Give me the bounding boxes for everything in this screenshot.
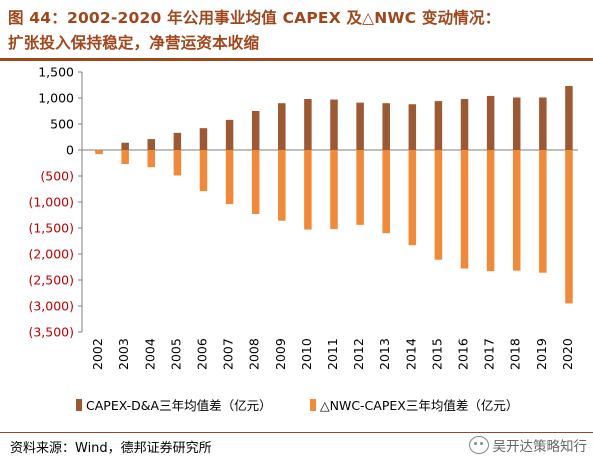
legend-item-capex: CAPEX-D&A三年均值差（亿元） [76,395,272,414]
bar-capex [539,97,547,150]
bar-nwc [512,150,521,271]
bar-nwc [434,150,443,260]
bar-nwc [199,150,208,192]
legend-swatch-nwc [310,398,316,411]
figure-title-line2: 扩张投入保持稳定，净营运资本收缩 [8,34,260,52]
y-tick-label: (500) [40,169,74,184]
bar-capex [173,132,182,150]
footer-divider [0,432,593,433]
y-tick-label: 1,000 [38,91,74,106]
y-tick-label: 1,500 [38,65,74,80]
y-tick-label: (3,500) [28,325,74,340]
x-tick-label: 2003 [116,338,131,370]
bar-capex [330,99,338,150]
x-tick-label: 2020 [560,338,575,370]
x-tick-label: 2006 [194,338,209,370]
y-tick-label: (2,000) [28,247,74,262]
legend-swatch-capex [76,398,82,411]
bar-nwc [382,150,390,234]
chart-legend: CAPEX-D&A三年均值差（亿元） △NWC-CAPEX三年均值差（亿元） [72,395,542,415]
figure-title-bar: 图 44：2002-2020 年公用事业均值 CAPEX 及△NWC 变动情况：… [0,0,593,61]
y-tick-label: 500 [50,117,74,132]
y-tick-label: (3,000) [28,299,74,314]
bar-capex [278,103,286,150]
bar-nwc [408,150,417,246]
bar-nwc [121,150,129,165]
watermark-text: 吴开达策略知行 [492,439,588,455]
x-tick-label: 2017 [482,338,497,370]
bar-capex [356,102,364,150]
source-note: 资料来源：Wind，德邦证券研究所 [10,441,212,456]
x-tick-label: 2002 [90,338,105,370]
x-tick-label: 2019 [534,338,549,370]
bar-capex [408,104,417,150]
x-tick-label: 2016 [456,338,471,370]
x-tick-label: 2012 [351,338,366,370]
x-tick-label: 2005 [168,338,183,370]
x-tick-label: 2014 [403,338,418,370]
bar-capex [304,99,312,150]
bar-nwc [486,150,495,272]
x-tick-label: 2013 [377,338,392,370]
bar-capex [121,142,129,150]
x-tick-label: 2011 [325,338,340,370]
bar-nwc [304,150,312,230]
bar-nwc [225,150,234,205]
y-tick-label: (1,500) [28,221,74,236]
x-tick-label: 2008 [247,338,262,370]
bar-nwc [539,150,547,273]
bar-nwc [147,150,156,168]
bar-nwc [330,150,338,230]
x-tick-label: 2010 [299,338,314,370]
x-tick-label: 2007 [221,338,236,370]
x-tick-label: 2004 [142,338,157,370]
y-tick-label: (2,500) [28,273,74,288]
bar-capex [460,99,469,150]
bar-capex [434,101,443,150]
bar-capex [512,97,521,150]
legend-item-nwc: △NWC-CAPEX三年均值差（亿元） [310,395,518,414]
figure-title-line1: 图 44：2002-2020 年公用事业均值 CAPEX 及△NWC 变动情况： [8,9,501,27]
x-tick-label: 2018 [508,338,523,370]
bar-capex [199,128,208,150]
x-tick-label: 2009 [273,338,288,370]
bar-nwc [278,150,286,221]
bar-nwc [173,150,182,176]
bar-capex [147,139,156,150]
bar-capex [251,111,260,150]
bar-nwc [95,150,103,155]
bar-nwc [251,150,260,214]
bar-capex [486,95,495,150]
wechat-icon [468,436,489,454]
bar-nwc [565,150,573,304]
legend-label-nwc: △NWC-CAPEX三年均值差（亿元） [320,398,519,413]
bar-capex [565,86,573,150]
watermark: 吴开达策略知行 [468,435,588,455]
bar-nwc [460,150,469,269]
bar-capex [382,103,390,150]
y-tick-label: (1,000) [28,195,74,210]
legend-label-capex: CAPEX-D&A三年均值差（亿元） [86,398,272,413]
bar-capex [225,119,234,150]
bar-nwc [356,150,364,225]
x-tick-label: 2015 [429,338,444,370]
y-tick-label: 0 [66,143,74,158]
